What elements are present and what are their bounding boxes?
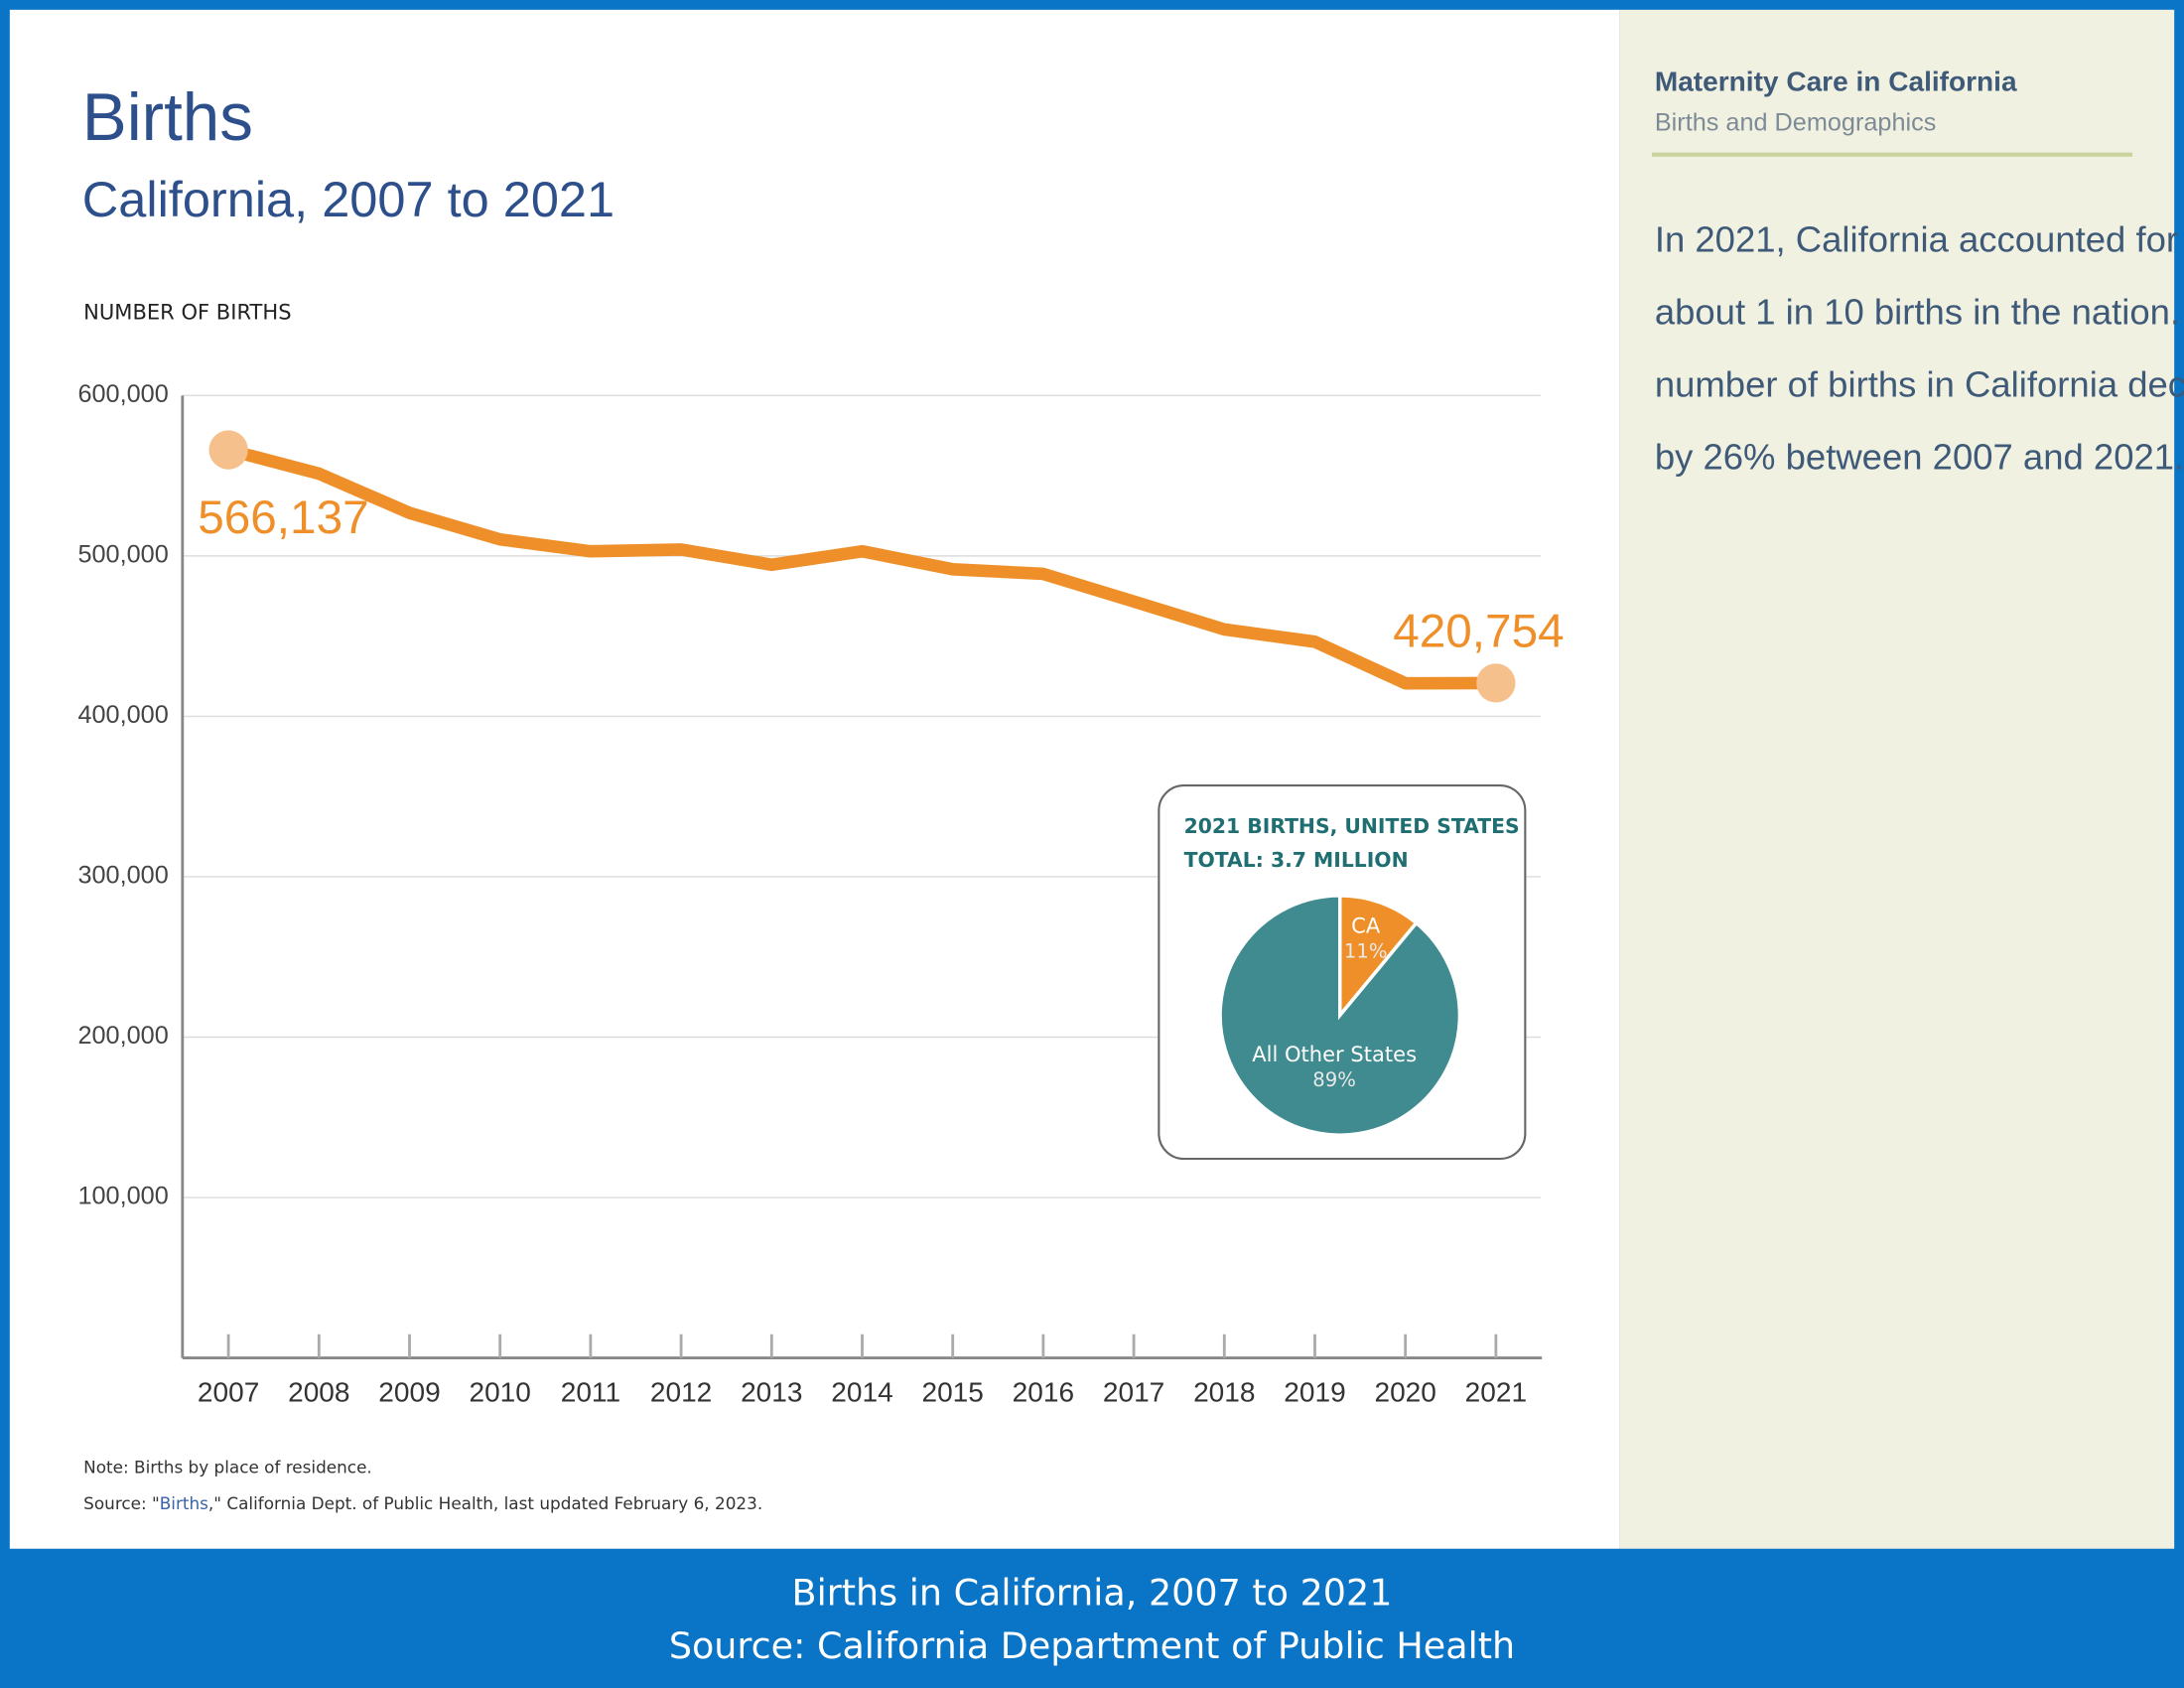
chart-title: Births [82, 80, 253, 155]
sidebar-line: In 2021, California accounted for [1655, 219, 2178, 260]
line-series [226, 443, 1496, 690]
pie-category-label: All Other States [1252, 1042, 1417, 1066]
x-tick-label: 2021 [1465, 1376, 1527, 1407]
x-tick-label: 2010 [469, 1376, 530, 1407]
end-marker [1476, 663, 1516, 703]
y-tick-label: 200,000 [77, 1022, 168, 1050]
x-tick-label: 2017 [1103, 1376, 1164, 1407]
x-tick-label: 2011 [561, 1376, 620, 1407]
footer-line: Births in California, 2007 to 2021 [792, 1572, 1393, 1615]
source-link[interactable]: Births [160, 1493, 208, 1513]
sidebar-line: about 1 in 10 births in the nation. The [1655, 292, 2184, 333]
x-tick-label: 2007 [198, 1376, 259, 1407]
chart-subtitle: California, 2007 to 2021 [82, 171, 614, 227]
sidebar-subtitle: Births and Demographics [1655, 109, 1937, 137]
x-tick-label: 2013 [741, 1376, 802, 1407]
data-label: 566,137 [198, 492, 368, 544]
y-tick-label: 400,000 [77, 701, 168, 729]
end-marker [208, 430, 248, 470]
pie-value-label: 11% [1344, 939, 1388, 962]
y-tick-label: 100,000 [77, 1183, 168, 1210]
x-tick-label: 2008 [288, 1376, 349, 1407]
plot: 100,000 200,000 300,000 400,000 500,000 600,0… [77, 380, 1564, 1407]
x-tick-label: 2015 [921, 1376, 983, 1407]
x-tick-label: 2012 [650, 1376, 712, 1407]
y-tick-label: 600,000 [77, 380, 168, 408]
source: Source: "Births," California Dept. of Pu… [83, 1493, 762, 1513]
chart-panel [9, 9, 1620, 1549]
footer-line: Source: California Department of Public … [669, 1624, 1515, 1667]
note: Note: Births by place of residence. [83, 1457, 372, 1477]
sidebar-line: by 26% between 2007 and 2021. [1655, 437, 2184, 478]
y-axis-label: NUMBER OF BIRTHS [83, 300, 291, 325]
pie-title: TOTAL: 3.7 MILLION [1184, 848, 1409, 872]
source-text: ," California Dept. of Public Health, la… [208, 1493, 762, 1513]
source-text: Source: " [83, 1493, 160, 1513]
pie-slice [1218, 894, 1462, 1137]
sidebar-title: Maternity Care in California [1655, 67, 2017, 97]
y-tick-label: 300,000 [77, 862, 168, 890]
x-tick-label: 2018 [1193, 1376, 1255, 1407]
pie-category-label: CA [1351, 914, 1381, 938]
sidebar-line: number of births in California declined [1655, 364, 2184, 405]
x-tick-label: 2019 [1284, 1376, 1345, 1407]
x-tick-label: 2020 [1374, 1376, 1435, 1407]
pie-value-label: 89% [1312, 1068, 1356, 1091]
data-label: 420,754 [1393, 605, 1564, 657]
x-tick-label: 2016 [1013, 1376, 1074, 1407]
x-tick-label: 2009 [378, 1376, 440, 1407]
sidebar-panel [1619, 9, 2175, 1549]
pie-slice [1337, 894, 1420, 1021]
sidebar-text: In 2021, California accounted for about 1… [1655, 219, 2184, 478]
y-tick-label: 500,000 [77, 541, 168, 569]
pie-title: 2021 BIRTHS, UNITED STATES [1184, 814, 1520, 838]
x-tick-label: 2014 [831, 1376, 892, 1407]
